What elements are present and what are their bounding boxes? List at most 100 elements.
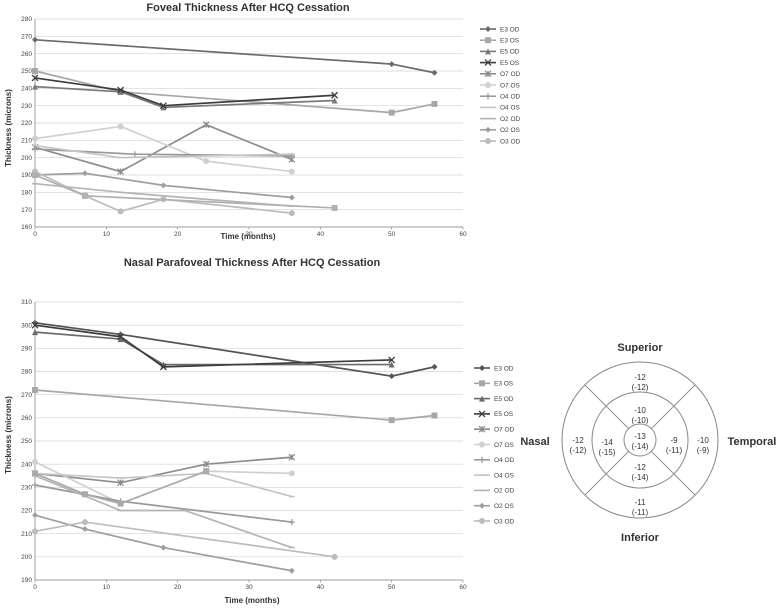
axes: 190 200 210 220 230 240 250 260 270 280 290 300 310 0…	[21, 299, 467, 591]
data-point	[32, 329, 38, 336]
data-point	[331, 97, 338, 104]
data-point	[288, 470, 295, 477]
data-point	[32, 172, 38, 178]
center-ring	[623, 423, 657, 457]
data-point	[202, 460, 210, 468]
data-point	[160, 544, 167, 551]
data-point	[117, 168, 125, 175]
legend-label: O4 OS	[494, 472, 515, 479]
data-point	[81, 491, 88, 498]
superior-label: Superior	[617, 342, 663, 354]
series-line	[34, 461, 292, 505]
x-tick-label: 40	[317, 584, 325, 591]
legend-label: O4 OD	[494, 457, 515, 464]
outer-superior-value-paren: (-12)	[632, 383, 649, 392]
legend-label: E5 OS	[494, 411, 514, 418]
data-point	[203, 468, 210, 475]
data-point	[117, 123, 124, 130]
nasal-parafoveal-chart: Nasal Parafoveal Thickness After HCQ Ces…	[4, 257, 515, 605]
data-point	[117, 208, 124, 215]
legend-marker	[485, 93, 491, 100]
y-tick-label: 300	[21, 322, 32, 329]
inferior-label: Inferior	[621, 532, 660, 544]
x-tick-label: 10	[103, 584, 111, 591]
y-tick-label: 240	[21, 86, 32, 93]
data-point	[81, 519, 88, 526]
legend: E3 OD E3 OS E5 OD E5 OS O7 OD O7 OS O4 OD O4 OS…	[480, 26, 521, 145]
data-point	[81, 170, 88, 177]
inner-temporal-value-paren: (-11)	[666, 446, 683, 455]
y-tick-label: 310	[21, 299, 32, 306]
legend-marker	[485, 126, 491, 133]
legend-label: E3 OD	[494, 365, 514, 372]
y-tick-label: 260	[21, 415, 32, 422]
data-point	[388, 417, 395, 424]
data-point	[388, 373, 395, 380]
y-tick-label: 280	[21, 369, 32, 376]
divider-line	[650, 450, 696, 496]
data-point	[160, 182, 167, 189]
y-tick-label: 250	[21, 68, 32, 75]
y-tick-label: 210	[21, 138, 32, 145]
legend-label: O2 OS	[500, 127, 521, 134]
temporal-label: Temporal	[728, 436, 777, 448]
data-point	[81, 526, 88, 533]
legend-label: O2 OD	[494, 488, 515, 495]
data-point	[288, 519, 295, 526]
y-axis-label: Thickness (microns)	[4, 89, 13, 167]
y-tick-label: 270	[21, 34, 32, 41]
y-tick-label: 290	[21, 346, 32, 353]
inner-inferior-value-paren: (-14)	[632, 473, 649, 482]
inner-superior-value: -10	[634, 406, 646, 415]
data-point	[431, 69, 438, 76]
legend-marker	[479, 502, 485, 509]
series-line	[34, 470, 207, 505]
legend-marker	[479, 395, 485, 402]
legend-label: O7 OD	[494, 427, 515, 434]
data-point	[388, 61, 395, 68]
legend-marker	[478, 425, 486, 433]
legend-label: O7 OS	[494, 442, 515, 449]
y-tick-label: 260	[21, 51, 32, 58]
legend-label: E5 OS	[500, 60, 520, 67]
nasal-label: Nasal	[520, 436, 549, 448]
y-tick-label: 160	[21, 224, 32, 231]
data-point	[131, 151, 138, 158]
legend-marker	[479, 441, 485, 448]
data-point	[431, 100, 438, 107]
legend-label: O3 OD	[500, 138, 521, 145]
data-point	[31, 321, 39, 329]
y-tick-label: 200	[21, 554, 32, 561]
y-tick-label: 230	[21, 103, 32, 110]
series-line	[34, 322, 435, 377]
etdrs-map: Superior Inferior Nasal Temporal -13 (-1…	[520, 342, 776, 544]
y-tick-label: 180	[21, 190, 32, 197]
series-line	[34, 514, 292, 572]
divider-line	[650, 384, 696, 430]
data-point	[32, 512, 38, 519]
data-point	[288, 453, 296, 461]
gridlines	[35, 18, 463, 228]
outer-temporal-value-paren: (-9)	[697, 446, 710, 455]
center-value-paren: (-14)	[632, 442, 649, 451]
data-point	[202, 121, 210, 129]
legend-label: E5 OD	[494, 396, 514, 403]
x-tick-label: 20	[174, 231, 182, 238]
data-point	[117, 86, 125, 94]
data-point	[159, 363, 167, 371]
data-point	[331, 91, 339, 99]
x-tick-label: 20	[174, 584, 182, 591]
y-tick-label: 230	[21, 485, 32, 492]
data-point	[159, 102, 167, 110]
inner-nasal-value: -14	[601, 438, 613, 447]
series-line	[34, 472, 293, 498]
series-line	[34, 123, 293, 173]
data-point	[32, 83, 38, 90]
inner-ring	[591, 391, 689, 489]
y-tick-label: 170	[21, 207, 32, 214]
data-point	[32, 146, 38, 152]
divider-line	[584, 384, 630, 430]
outer-nasal-value: -12	[572, 436, 584, 445]
data-point	[388, 361, 395, 368]
x-tick-label: 40	[317, 231, 325, 238]
